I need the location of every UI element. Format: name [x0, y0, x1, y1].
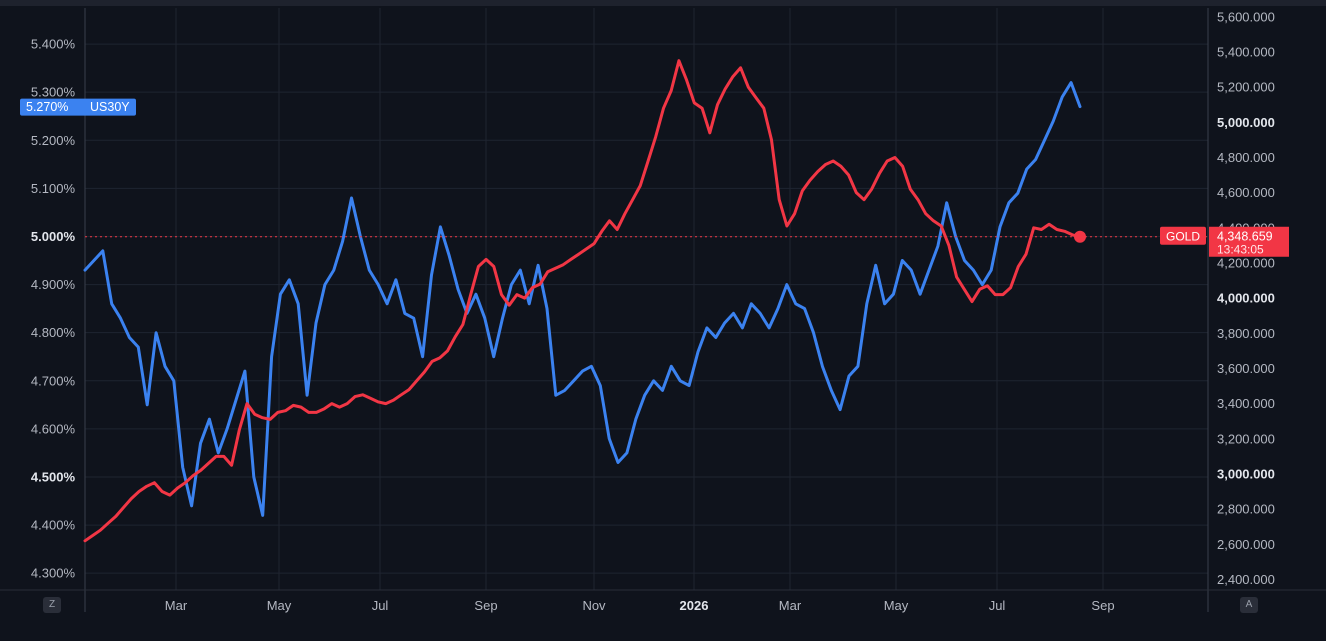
- right-tick-label: 3,600.000: [1217, 361, 1275, 376]
- left-tick-label: 4.900%: [31, 277, 76, 292]
- x-tick-label: 2026: [680, 598, 709, 613]
- gold-name-tag-bg: [1160, 226, 1206, 245]
- left-tick-label: 4.800%: [31, 325, 76, 340]
- gold-name-tag: GOLD: [1166, 229, 1200, 243]
- right-tick-label: 3,400.000: [1217, 396, 1275, 411]
- right-tick-label: 2,400.000: [1217, 572, 1275, 587]
- x-tick-label: Nov: [582, 598, 606, 613]
- series-line-us30y[interactable]: [83, 81, 1082, 517]
- left-tick-label: 4.500%: [31, 469, 76, 484]
- left-tick-label: 5.000%: [31, 229, 76, 244]
- right-tick-label: 4,000.000: [1217, 291, 1275, 306]
- x-tick-label: May: [884, 598, 909, 613]
- gold-price-tag-bg: [1209, 226, 1289, 257]
- right-tick-label: 5,600.000: [1217, 9, 1275, 24]
- left-tick-label: 5.400%: [31, 37, 76, 52]
- left-tick-label: 4.300%: [31, 566, 76, 581]
- left-tick-label: 5.200%: [31, 133, 76, 148]
- right-tick-label: 4,200.000: [1217, 255, 1275, 270]
- right-tick-label: 4,800.000: [1217, 150, 1275, 165]
- right-tick-label: 3,200.000: [1217, 431, 1275, 446]
- x-tick-label: May: [267, 598, 292, 613]
- left-tick-label: 5.100%: [31, 181, 76, 196]
- right-tick-label: 5,400.000: [1217, 44, 1275, 59]
- gold-last-dot: [1074, 230, 1086, 243]
- left-tick-label: 5.300%: [31, 85, 76, 100]
- us30y-name-tag: US30Y: [90, 100, 130, 114]
- right-tick-label: 5,200.000: [1217, 80, 1275, 95]
- left-tick-label: 4.600%: [31, 421, 76, 436]
- x-tick-label: Sep: [1091, 598, 1114, 613]
- right-tick-label: 3,000.000: [1217, 466, 1275, 481]
- us30y-tag-bg: [20, 98, 136, 116]
- x-tick-label: Mar: [779, 598, 802, 613]
- right-tick-label: 2,800.000: [1217, 502, 1275, 517]
- left-tick-label: 4.400%: [31, 518, 76, 533]
- series-line-gold[interactable]: [83, 59, 1082, 543]
- right-tick-label: 3,800.000: [1217, 326, 1275, 341]
- x-tick-label: Sep: [474, 598, 497, 613]
- left-tick-label: 4.700%: [31, 373, 76, 388]
- right-tick-label: 5,000.000: [1217, 115, 1275, 130]
- right-tick-label: 4,600.000: [1217, 185, 1275, 200]
- right-tick-label: 2,600.000: [1217, 537, 1275, 552]
- x-tick-label: Jul: [989, 598, 1006, 613]
- x-tick-label: Mar: [165, 598, 188, 613]
- us30y-price-value: 5.270%: [26, 100, 68, 114]
- auto-scale-toggle[interactable]: A: [1240, 597, 1258, 613]
- gold-price-value: 4,348.659: [1217, 229, 1273, 243]
- log-scale-toggle[interactable]: Z: [43, 597, 61, 613]
- x-tick-label: Jul: [372, 598, 389, 613]
- top-strip: [0, 0, 1326, 6]
- gold-countdown: 13:43:05: [1217, 242, 1264, 256]
